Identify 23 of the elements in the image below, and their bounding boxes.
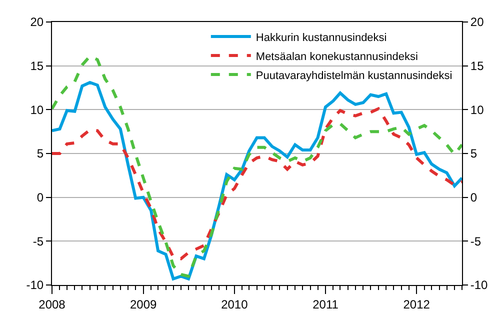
y2-tick-label: 5 bbox=[470, 146, 478, 161]
legend-label: Puutavarayhdistelmän kustannusindeksi bbox=[256, 70, 452, 82]
x-tick-label: 2008 bbox=[38, 297, 66, 312]
y-tick-label: -5 bbox=[32, 234, 44, 248]
y-tick-label: 20 bbox=[30, 15, 44, 30]
y2-tick-label: 10 bbox=[470, 102, 484, 117]
y-tick-label: 0 bbox=[36, 190, 44, 205]
x-tick-label: 2010 bbox=[221, 297, 248, 312]
line-series bbox=[52, 107, 462, 260]
x-tick-label: 2011 bbox=[312, 297, 339, 312]
y-tick-label: -10 bbox=[26, 278, 44, 292]
x-tick-label: 2012 bbox=[403, 297, 430, 312]
y2-tick-label: -5 bbox=[470, 234, 482, 248]
y-tick-label: 10 bbox=[30, 102, 44, 117]
y2-tick-label: 15 bbox=[470, 59, 484, 74]
legend-label: Hakkurin kustannusindeksi bbox=[256, 32, 387, 44]
y2-tick-label: 0 bbox=[470, 190, 478, 205]
x-tick-label: 2009 bbox=[130, 297, 157, 312]
y-tick-label: 15 bbox=[30, 59, 44, 74]
y2-tick-label: -10 bbox=[470, 278, 488, 292]
y-tick-label: 5 bbox=[36, 146, 44, 161]
y2-tick-label: 20 bbox=[470, 15, 484, 30]
legend-label: Metsäalan konekustannusindeksi bbox=[256, 50, 418, 63]
